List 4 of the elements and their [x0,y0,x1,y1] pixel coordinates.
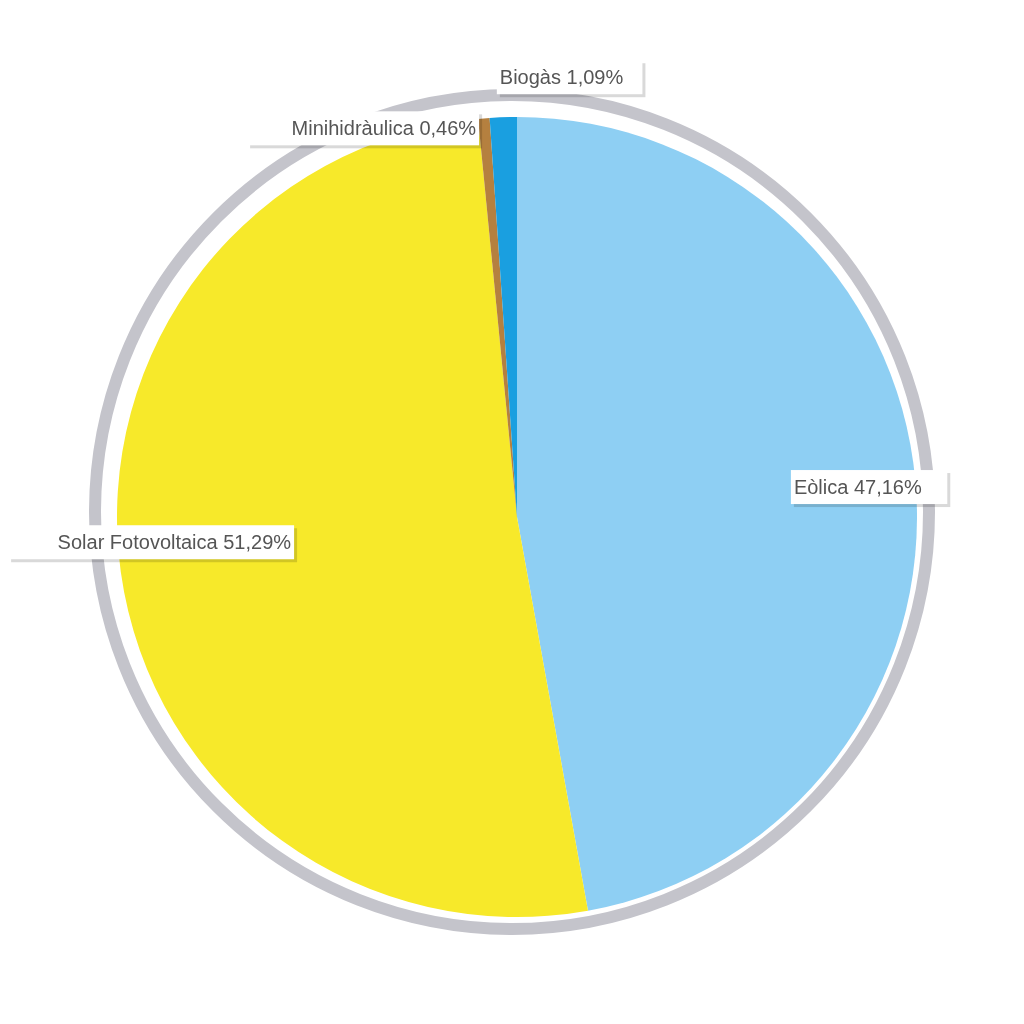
slice-label: Minihidràulica 0,46% [291,117,477,140]
slice-label: Solar Fotovoltaica 51,29% [57,531,292,554]
slice-label: Biogàs 1,09% [499,66,624,89]
slice-label: Eòlica 47,16% [793,476,922,499]
